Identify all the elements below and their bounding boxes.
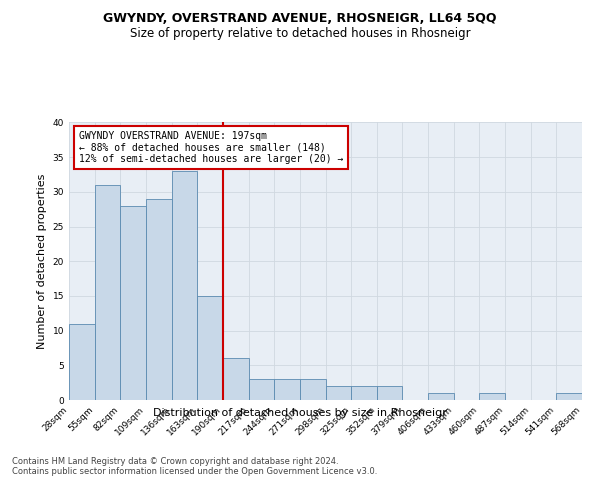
Bar [223,358,248,400]
Bar [248,379,274,400]
Bar [172,171,197,400]
Bar [351,386,377,400]
Bar [95,185,121,400]
Text: Contains HM Land Registry data © Crown copyright and database right 2024.: Contains HM Land Registry data © Crown c… [12,457,338,466]
Bar [274,379,300,400]
Bar [300,379,325,400]
Bar [69,324,95,400]
Bar [556,393,582,400]
Bar [325,386,351,400]
Bar [479,393,505,400]
Text: GWYNDY, OVERSTRAND AVENUE, RHOSNEIGR, LL64 5QQ: GWYNDY, OVERSTRAND AVENUE, RHOSNEIGR, LL… [103,12,497,26]
Text: Contains public sector information licensed under the Open Government Licence v3: Contains public sector information licen… [12,467,377,476]
Bar [121,206,146,400]
Bar [428,393,454,400]
Bar [197,296,223,400]
Y-axis label: Number of detached properties: Number of detached properties [37,174,47,349]
Text: Distribution of detached houses by size in Rhosneigr: Distribution of detached houses by size … [153,408,447,418]
Text: GWYNDY OVERSTRAND AVENUE: 197sqm
← 88% of detached houses are smaller (148)
12% : GWYNDY OVERSTRAND AVENUE: 197sqm ← 88% o… [79,131,344,164]
Text: Size of property relative to detached houses in Rhosneigr: Size of property relative to detached ho… [130,28,470,40]
Bar [377,386,403,400]
Bar [146,199,172,400]
